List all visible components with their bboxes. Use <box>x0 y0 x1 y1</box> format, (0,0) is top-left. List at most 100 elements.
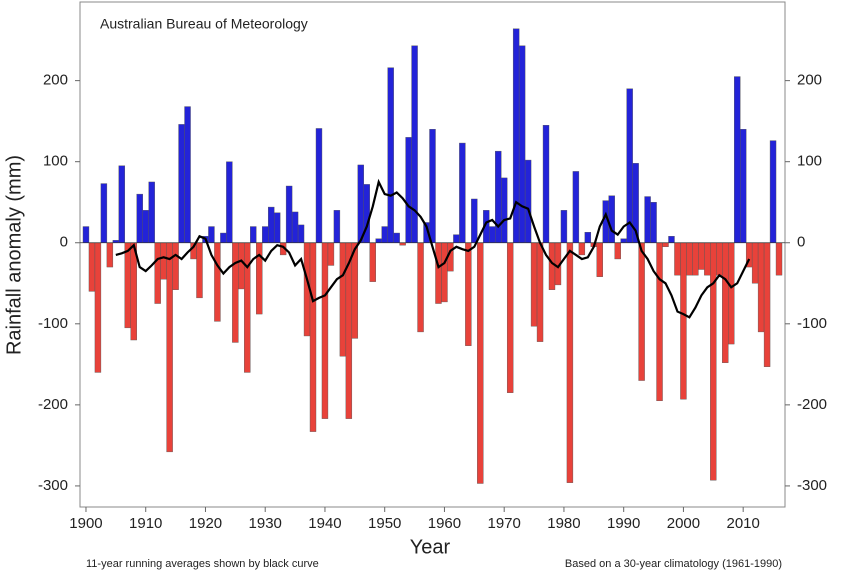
bar <box>471 198 478 243</box>
x-tick-label: 1960 <box>428 515 461 532</box>
bar <box>608 195 615 243</box>
bar <box>94 242 102 373</box>
y2-tick-label: 200 <box>797 72 822 89</box>
bar <box>82 226 90 243</box>
bar <box>656 242 663 402</box>
bar <box>130 242 137 341</box>
bar <box>357 164 364 243</box>
x-tick-label: 1980 <box>547 515 580 532</box>
bar <box>339 242 347 357</box>
bar <box>560 210 568 243</box>
bar <box>716 242 723 276</box>
bar <box>250 226 257 243</box>
bar <box>321 242 329 419</box>
x-tick-label: 1970 <box>488 515 521 532</box>
bar <box>704 242 711 276</box>
bar <box>572 171 580 243</box>
bar <box>435 242 442 304</box>
bar <box>381 226 388 243</box>
bar <box>674 242 681 276</box>
bar <box>375 238 382 243</box>
bar <box>578 242 586 256</box>
bar <box>393 232 400 243</box>
bar <box>100 183 108 243</box>
bar <box>620 238 627 243</box>
bar <box>477 242 484 484</box>
bar <box>453 234 460 243</box>
x-tick-label: 1930 <box>249 515 282 532</box>
bar <box>506 242 514 393</box>
bar <box>614 242 621 260</box>
bar <box>291 211 299 243</box>
bar <box>518 45 526 243</box>
bar <box>566 242 574 483</box>
bar <box>369 242 376 282</box>
bar <box>429 129 436 243</box>
bar <box>596 242 603 277</box>
y2-tick-label: 100 <box>797 153 822 170</box>
bar <box>315 128 323 243</box>
bar <box>273 212 281 243</box>
bar <box>405 137 412 243</box>
bar <box>769 140 777 243</box>
footnote-left: 11-year running averages shown by black … <box>86 558 319 570</box>
y2-tick-label: 0 <box>797 234 805 251</box>
bar <box>548 242 556 290</box>
y-tick-label: -100 <box>38 315 68 332</box>
bar <box>166 242 173 453</box>
bar <box>441 242 448 303</box>
x-tick-label: 1910 <box>129 515 162 532</box>
bar <box>626 88 633 243</box>
bar <box>722 242 729 363</box>
bar <box>662 242 669 247</box>
bar <box>88 242 96 292</box>
x-tick-label: 1900 <box>69 515 102 532</box>
bar <box>118 165 126 243</box>
bar <box>650 202 657 243</box>
bar <box>495 150 502 243</box>
bar <box>333 210 341 243</box>
bar <box>208 226 215 243</box>
bar <box>584 232 592 243</box>
x-tick-label: 1950 <box>368 515 401 532</box>
bar <box>728 242 735 345</box>
bar <box>542 125 550 243</box>
annotation: Australian Bureau of Meteorology <box>100 16 308 32</box>
bar <box>220 232 227 243</box>
x-tick-label: 1940 <box>308 515 341 532</box>
bar <box>417 242 424 333</box>
x-tick-label: 1990 <box>607 515 640 532</box>
bar <box>232 242 239 343</box>
bar <box>154 242 161 304</box>
x-tick-label: 2000 <box>667 515 700 532</box>
bar <box>214 242 221 322</box>
bar <box>638 242 645 381</box>
bar <box>327 242 335 266</box>
bar <box>501 177 508 243</box>
bar <box>751 242 759 284</box>
bar <box>644 196 651 243</box>
bar <box>668 236 675 243</box>
y2-tick-label: -200 <box>797 396 827 413</box>
bar <box>106 242 114 268</box>
x-tick-label: 2010 <box>726 515 759 532</box>
bar <box>148 181 155 243</box>
y-tick-label: -300 <box>38 477 68 494</box>
bar <box>297 224 305 243</box>
bar <box>160 242 167 280</box>
bar <box>351 242 359 339</box>
bar <box>285 185 293 243</box>
bar <box>238 242 245 290</box>
marks <box>80 28 785 484</box>
bar <box>178 124 185 243</box>
bar <box>734 76 741 243</box>
bar <box>465 242 472 346</box>
bar <box>536 242 544 342</box>
bar <box>530 242 538 327</box>
y2-tick-label: -300 <box>797 477 827 494</box>
y-tick-label: 200 <box>43 72 68 89</box>
running-average-line <box>115 178 751 319</box>
bar <box>459 142 466 243</box>
y-axis-label: Rainfall anomaly (mm) <box>3 155 25 355</box>
